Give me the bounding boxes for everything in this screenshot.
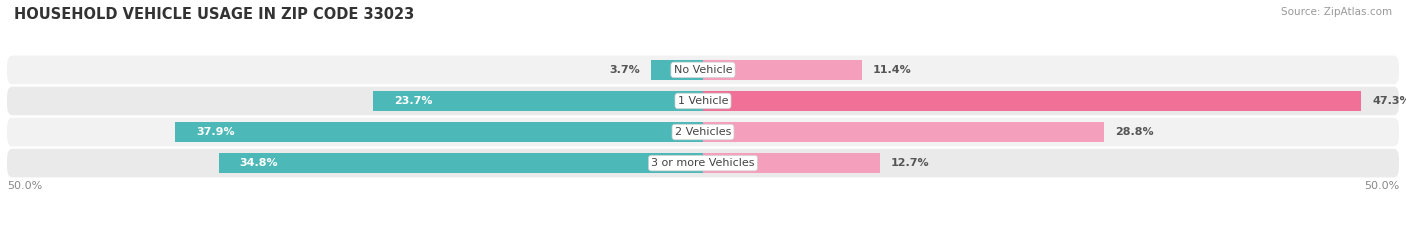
Text: 12.7%: 12.7% <box>891 158 929 168</box>
Text: 50.0%: 50.0% <box>1364 181 1399 191</box>
FancyBboxPatch shape <box>7 149 1399 177</box>
FancyBboxPatch shape <box>7 87 1399 115</box>
Text: Source: ZipAtlas.com: Source: ZipAtlas.com <box>1281 7 1392 17</box>
Text: 2 Vehicles: 2 Vehicles <box>675 127 731 137</box>
Text: 1 Vehicle: 1 Vehicle <box>678 96 728 106</box>
Text: 34.8%: 34.8% <box>239 158 278 168</box>
Text: 50.0%: 50.0% <box>7 181 42 191</box>
FancyBboxPatch shape <box>7 56 1399 84</box>
Text: No Vehicle: No Vehicle <box>673 65 733 75</box>
Bar <box>703 60 862 79</box>
FancyBboxPatch shape <box>7 118 1399 146</box>
Text: 3 or more Vehicles: 3 or more Vehicles <box>651 158 755 168</box>
Text: 37.9%: 37.9% <box>197 127 235 137</box>
Bar <box>651 60 703 79</box>
Text: HOUSEHOLD VEHICLE USAGE IN ZIP CODE 33023: HOUSEHOLD VEHICLE USAGE IN ZIP CODE 3302… <box>14 7 415 22</box>
Text: 3.7%: 3.7% <box>610 65 640 75</box>
Bar <box>373 91 703 111</box>
Bar <box>703 91 1361 111</box>
Bar <box>703 154 880 173</box>
Text: 47.3%: 47.3% <box>1372 96 1406 106</box>
Bar <box>176 122 703 142</box>
Text: 11.4%: 11.4% <box>873 65 911 75</box>
Text: 23.7%: 23.7% <box>394 96 433 106</box>
Text: 28.8%: 28.8% <box>1115 127 1154 137</box>
Bar <box>703 122 1104 142</box>
Bar <box>218 154 703 173</box>
